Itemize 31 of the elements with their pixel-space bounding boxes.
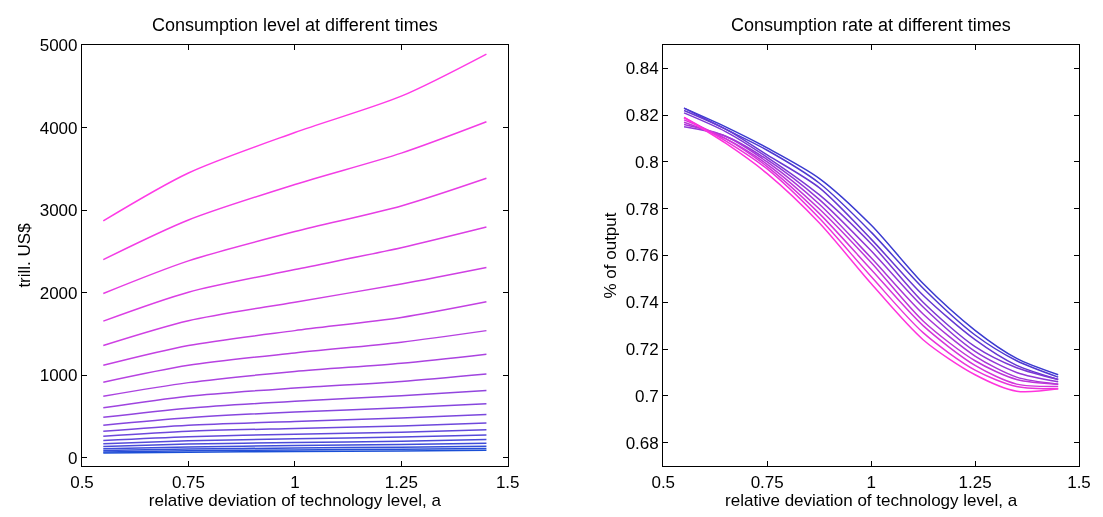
- x-tick-label: 1: [866, 472, 876, 492]
- y-tick-label: 0.78: [625, 199, 659, 219]
- x-tick-label: 0.75: [171, 472, 205, 492]
- y-tick-label: 5000: [39, 35, 78, 55]
- y-axis-title: % of output: [601, 212, 621, 299]
- y-tick-label: 0.84: [625, 59, 659, 79]
- x-tick-label: 0.5: [70, 472, 94, 492]
- y-tick-label: 0: [68, 448, 78, 468]
- x-axis-title: relative deviation of technology level, a: [148, 491, 442, 511]
- x-tick-label: 1.25: [384, 472, 418, 492]
- y-tick-label: 0.74: [625, 293, 659, 313]
- y-tick-label: 0.68: [625, 433, 659, 453]
- x-tick-label: 1.5: [1067, 472, 1091, 492]
- y-tick-label: 0.7: [635, 386, 659, 406]
- chart-title: Consumption rate at different times: [731, 15, 1011, 35]
- y-tick-label: 0.76: [625, 246, 659, 266]
- y-tick-label: 0.72: [625, 340, 659, 360]
- x-tick-label: 1.25: [958, 472, 992, 492]
- x-tick-label: 1.5: [495, 472, 520, 492]
- chart-title: Consumption level at different times: [152, 15, 438, 35]
- y-tick-label: 3000: [39, 201, 78, 221]
- x-axis-title: relative deviation of technology level, a: [725, 491, 1018, 511]
- x-tick-label: 0.5: [651, 472, 676, 492]
- y-tick-label: 0.8: [635, 152, 659, 172]
- y-tick-label: 4000: [39, 118, 78, 138]
- y-tick-label: 2000: [39, 283, 78, 303]
- x-tick-label: 1: [290, 472, 300, 492]
- y-axis-title: trill. US$: [15, 222, 35, 288]
- y-tick-label: 1000: [39, 366, 78, 386]
- y-tick-label: 0.82: [625, 106, 659, 126]
- x-tick-label: 0.75: [750, 472, 784, 492]
